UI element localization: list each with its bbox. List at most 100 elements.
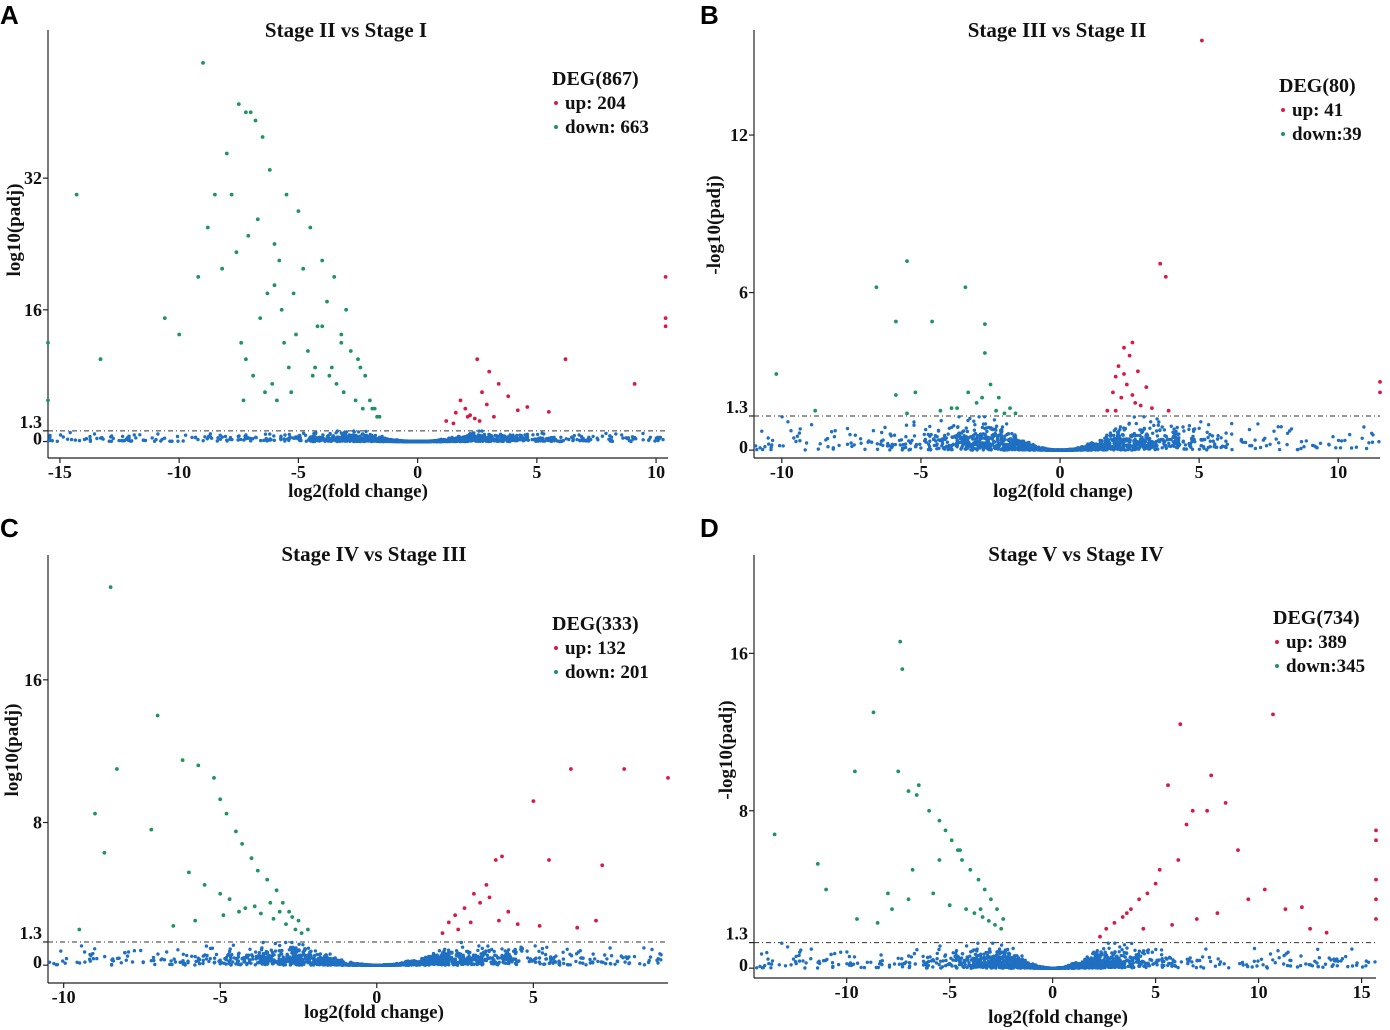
data-point-ns [499, 437, 503, 442]
data-point-ns [1155, 417, 1159, 421]
data-point-ns [999, 436, 1004, 440]
data-point-ns [287, 432, 291, 437]
data-point-ns [992, 440, 997, 444]
data-point-ns [767, 442, 771, 446]
data-point-ns [486, 438, 490, 443]
data-point-ns [977, 440, 982, 444]
data-point-ns [281, 957, 286, 961]
data-point-ns [1009, 443, 1014, 447]
data-point-ns [1208, 432, 1212, 437]
data-point-ns [1035, 446, 1040, 450]
data-point-ns [259, 438, 263, 443]
data-point-ns [1106, 440, 1111, 444]
data-point-up [1130, 340, 1135, 345]
data-point-down [279, 307, 284, 312]
data-point-ns [552, 435, 556, 439]
data-point-ns [378, 439, 383, 444]
data-point-down [244, 110, 248, 115]
y-tick-label: 0 [739, 955, 748, 975]
data-point-up [506, 909, 511, 914]
data-point-down [1013, 411, 1018, 416]
data-point-ns [758, 446, 762, 450]
data-point-down [221, 913, 226, 918]
data-point-ns [1370, 440, 1375, 444]
data-point-ns [831, 447, 835, 451]
data-point-ns [924, 427, 928, 432]
data-point-ns [1253, 446, 1258, 451]
data-point-ns [580, 436, 584, 440]
data-point-ns [1134, 445, 1138, 449]
data-point-ns [769, 447, 773, 452]
panel-letter: D [700, 513, 719, 543]
data-point-ns [203, 435, 207, 439]
data-point-ns [452, 438, 457, 442]
data-point-ns [547, 438, 551, 443]
data-point-ns [1108, 434, 1112, 438]
data-point-ns [859, 441, 863, 445]
data-point-down [267, 168, 272, 172]
data-point-down [344, 307, 348, 312]
data-point-ns [330, 438, 334, 442]
data-point-ns [1144, 439, 1148, 443]
data-point-ns [95, 436, 99, 441]
data-point-ns [1157, 420, 1161, 424]
data-point-ns [297, 948, 301, 952]
data-point-ns [263, 962, 267, 967]
data-point-down [358, 365, 363, 370]
data-point-ns [1258, 445, 1263, 450]
data-point-down [265, 877, 270, 882]
data-point-ns [68, 430, 72, 435]
data-point-ns [888, 432, 892, 436]
data-point-ns [659, 953, 663, 957]
data-point-down [237, 909, 241, 914]
data-point-ns [335, 963, 339, 967]
data-point-ns [939, 419, 943, 423]
data-point-down [227, 897, 232, 902]
data-point-up [1127, 353, 1132, 358]
data-point-ns [867, 439, 871, 443]
data-point-ns [416, 439, 421, 444]
data-point-ns [495, 435, 499, 439]
data-point-ns [971, 437, 975, 441]
data-point-ns [1092, 446, 1097, 450]
data-point-down [277, 258, 282, 263]
data-point-down [177, 332, 182, 337]
legend-item-up: up: 204 [565, 93, 626, 114]
data-point-ns [1277, 447, 1282, 452]
data-point-ns [1117, 447, 1122, 451]
data-point-up [1136, 369, 1140, 374]
data-point-down [220, 266, 225, 271]
data-point-ns [581, 961, 585, 965]
data-point-ns [816, 447, 820, 451]
data-point-ns [770, 443, 774, 447]
y-tick-label: 0 [33, 952, 42, 972]
data-point-ns [229, 963, 233, 967]
data-point-ns [410, 439, 415, 444]
data-point-ns [464, 962, 468, 966]
y-tick-label: 16 [730, 643, 748, 663]
data-point-ns [436, 957, 440, 962]
data-point-ns [579, 956, 583, 960]
data-point-ns [638, 962, 642, 966]
data-point-ns [381, 437, 386, 441]
data-point-ns [368, 439, 373, 443]
data-point-down [180, 758, 185, 762]
data-point-down [236, 102, 241, 106]
data-point-ns [825, 436, 830, 441]
data-point-down [894, 393, 898, 397]
data-point-ns [236, 438, 240, 442]
data-point-ns [370, 963, 375, 967]
data-point-ns [608, 946, 612, 950]
data-point-ns [981, 422, 986, 426]
data-point-ns [1134, 421, 1139, 426]
data-point-ns [287, 438, 291, 443]
data-point-ns [228, 947, 232, 951]
data-point-ns [247, 953, 251, 957]
data-point-ns [551, 438, 555, 443]
data-point-ns [103, 954, 107, 959]
data-point-ns [908, 441, 913, 445]
data-point-ns [152, 439, 157, 443]
data-point-ns [538, 439, 542, 443]
data-point-ns [996, 447, 1000, 451]
